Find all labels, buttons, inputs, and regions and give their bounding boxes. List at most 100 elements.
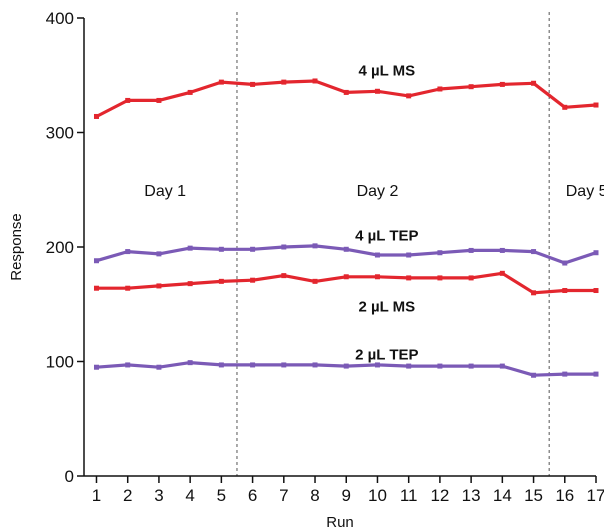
data-point-2-ul-ms-16 <box>562 288 568 294</box>
data-point-4-ul-ms-16 <box>562 104 568 110</box>
data-point-2-ul-tep-6 <box>250 362 256 368</box>
data-point-4-ul-tep-5 <box>218 246 224 252</box>
y-tick-label-0: 0 <box>65 467 74 486</box>
data-point-4-ul-tep-10 <box>374 252 380 258</box>
data-point-4-ul-tep-9 <box>343 246 349 252</box>
data-point-2-ul-tep-12 <box>437 363 443 369</box>
x-tick-label-6: 6 <box>248 486 257 505</box>
data-point-2-ul-ms-12 <box>437 275 443 281</box>
series-label-4-ul-tep: 4 µL TEP <box>355 228 418 245</box>
day-dividers <box>236 12 550 476</box>
data-point-2-ul-ms-8 <box>312 278 318 284</box>
data-point-2-ul-tep-16 <box>562 371 568 377</box>
series-lines <box>93 78 599 378</box>
x-tick-label-2: 2 <box>123 486 132 505</box>
x-tick-label-17: 17 <box>587 486 604 505</box>
data-point-2-ul-tep-9 <box>343 363 349 369</box>
data-point-4-ul-tep-2 <box>125 249 131 255</box>
data-point-2-ul-tep-4 <box>187 360 193 366</box>
x-tick-label-4: 4 <box>185 486 194 505</box>
series-line-4-ul-ms <box>94 79 598 119</box>
series-label-2-ul-tep: 2 µL TEP <box>355 347 418 364</box>
data-point-4-ul-tep-12 <box>437 250 443 256</box>
data-point-2-ul-tep-13 <box>468 363 474 369</box>
x-tick-label-10: 10 <box>368 486 387 505</box>
annotations: Day 1 Day 2 Day 5 4 µL MS 4 µL TEP 2 µL MS 2 µ… <box>144 63 604 364</box>
data-point-2-ul-ms-17 <box>593 288 599 294</box>
data-point-2-ul-ms-10 <box>374 274 380 280</box>
data-point-4-ul-tep-13 <box>468 247 474 253</box>
y-tick-label-300: 300 <box>46 124 74 143</box>
data-point-2-ul-ms-5 <box>218 278 224 284</box>
data-point-4-ul-ms-8 <box>312 78 318 84</box>
y-axis-title: Response <box>8 213 25 281</box>
x-tick-label-5: 5 <box>217 486 226 505</box>
y-ticks: 0 100 200 300 400 <box>46 9 84 486</box>
x-tick-label-12: 12 <box>430 486 449 505</box>
axes <box>83 18 596 477</box>
data-point-2-ul-ms-2 <box>125 285 131 291</box>
x-tick-label-14: 14 <box>493 486 512 505</box>
y-tick-label-200: 200 <box>46 238 74 257</box>
series-label-4-ul-ms: 4 µL MS <box>358 63 415 80</box>
x-tick-label-11: 11 <box>400 486 418 505</box>
data-point-2-ul-tep-5 <box>218 362 224 368</box>
data-point-4-ul-ms-14 <box>499 81 505 87</box>
day-label-day-5: Day 5 <box>566 183 604 200</box>
x-ticks: 1 2 3 4 5 6 7 8 9 10 11 12 13 14 15 16 17 <box>92 476 604 505</box>
x-tick-label-16: 16 <box>555 486 574 505</box>
data-point-4-ul-tep-4 <box>187 245 193 251</box>
data-point-4-ul-tep-6 <box>250 246 256 252</box>
y-tick-label-100: 100 <box>46 353 74 372</box>
data-point-4-ul-tep-16 <box>562 260 568 266</box>
data-point-4-ul-tep-11 <box>406 252 412 258</box>
data-point-2-ul-ms-13 <box>468 275 474 281</box>
data-point-4-ul-ms-4 <box>187 89 193 95</box>
data-point-2-ul-ms-3 <box>156 283 162 289</box>
data-point-4-ul-ms-1 <box>93 113 99 119</box>
data-point-4-ul-tep-15 <box>531 249 537 255</box>
data-point-2-ul-ms-7 <box>281 273 287 279</box>
data-point-4-ul-ms-2 <box>125 97 131 103</box>
data-point-4-ul-ms-6 <box>250 81 256 87</box>
data-point-2-ul-tep-17 <box>593 371 599 377</box>
data-point-2-ul-tep-2 <box>125 362 131 368</box>
data-point-2-ul-ms-6 <box>250 277 256 283</box>
data-point-2-ul-tep-3 <box>156 364 162 370</box>
series-label-2-ul-ms: 2 µL MS <box>358 299 415 316</box>
data-point-4-ul-tep-17 <box>593 250 599 256</box>
data-point-4-ul-tep-7 <box>281 244 287 250</box>
data-point-2-ul-tep-10 <box>374 362 380 368</box>
data-point-4-ul-ms-9 <box>343 89 349 95</box>
data-point-4-ul-tep-14 <box>499 247 505 253</box>
x-tick-label-15: 15 <box>524 486 543 505</box>
x-tick-label-13: 13 <box>462 486 481 505</box>
data-point-2-ul-ms-11 <box>406 275 412 281</box>
data-point-4-ul-ms-15 <box>531 80 537 86</box>
data-point-4-ul-tep-1 <box>93 258 99 264</box>
x-tick-label-3: 3 <box>154 486 163 505</box>
day-label-day-1: Day 1 <box>144 183 186 200</box>
data-point-4-ul-ms-11 <box>406 93 412 99</box>
data-point-4-ul-ms-5 <box>218 79 224 85</box>
data-point-2-ul-ms-15 <box>531 290 537 296</box>
data-point-2-ul-ms-9 <box>343 274 349 280</box>
data-point-4-ul-ms-10 <box>374 88 380 94</box>
data-point-4-ul-ms-13 <box>468 84 474 90</box>
data-point-4-ul-tep-3 <box>156 251 162 257</box>
data-point-2-ul-tep-8 <box>312 362 318 368</box>
data-point-2-ul-tep-14 <box>499 363 505 369</box>
x-tick-label-9: 9 <box>342 486 351 505</box>
x-axis-title: Run <box>326 514 354 531</box>
data-point-2-ul-tep-11 <box>406 363 412 369</box>
data-point-2-ul-tep-1 <box>93 364 99 370</box>
data-point-2-ul-tep-15 <box>531 372 537 378</box>
data-point-4-ul-tep-8 <box>312 243 318 249</box>
x-tick-label-8: 8 <box>310 486 319 505</box>
x-tick-label-7: 7 <box>279 486 288 505</box>
x-tick-label-1: 1 <box>92 486 101 505</box>
data-point-2-ul-ms-14 <box>499 270 505 276</box>
data-point-4-ul-ms-7 <box>281 79 287 85</box>
data-point-4-ul-ms-17 <box>593 102 599 108</box>
